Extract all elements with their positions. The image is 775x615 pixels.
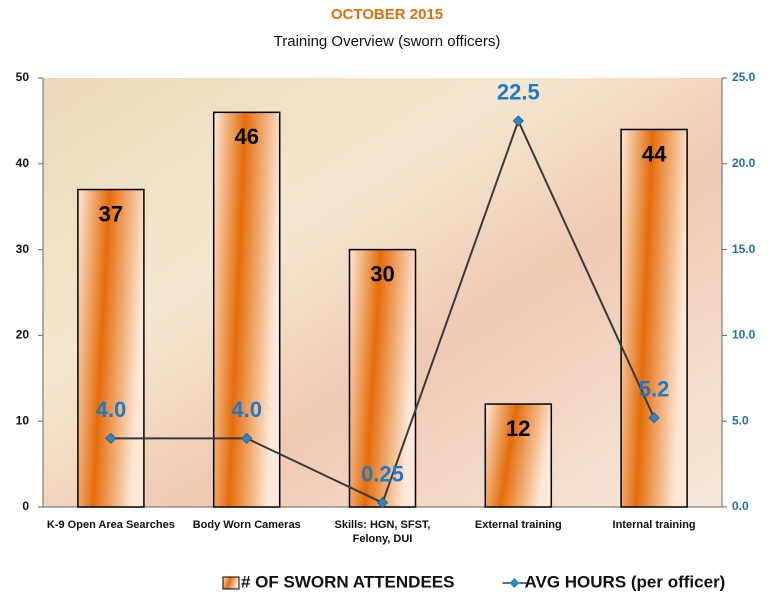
y2-tick-label: 20.0 xyxy=(732,156,756,170)
y-tick-label: 40 xyxy=(16,156,30,170)
x-tick-label: Body Worn Cameras xyxy=(182,518,312,532)
line-value-label: 22.5 xyxy=(497,80,540,105)
bar xyxy=(78,190,144,507)
bar xyxy=(621,129,687,507)
x-tick-label: K-9 Open Area Searches xyxy=(46,518,176,532)
x-tick-label: Internal training xyxy=(589,518,719,532)
legend-swatch xyxy=(223,577,239,589)
bar xyxy=(214,112,280,507)
page: OCTOBER 2015 Training Overview (sworn of… xyxy=(0,0,775,615)
chart-subtitle: Training Overview (sworn officers) xyxy=(274,33,501,50)
y2-tick-label: 5.0 xyxy=(732,413,749,427)
bar-value-label: 46 xyxy=(234,124,258,149)
x-tick-label: Skills: HGN, SFST, Felony, DUI xyxy=(318,518,448,546)
y2-tick-label: 25.0 xyxy=(732,70,756,84)
x-tick-label: External training xyxy=(453,518,583,532)
bar-value-label: 37 xyxy=(99,201,123,226)
chart-title: OCTOBER 2015 xyxy=(331,6,443,23)
legend-marker xyxy=(509,578,519,588)
bar-value-label: 30 xyxy=(370,261,394,286)
line-value-label: 0.25 xyxy=(361,462,404,487)
y2-tick-label: 0.0 xyxy=(732,499,749,513)
y2-tick-label: 15.0 xyxy=(732,242,756,256)
legend-label: AVG HOURS (per officer) xyxy=(524,572,725,591)
y-tick-label: 10 xyxy=(16,413,30,427)
y-tick-label: 30 xyxy=(16,242,30,256)
y-tick-label: 20 xyxy=(16,328,30,342)
line-value-label: 4.0 xyxy=(96,397,127,422)
y2-tick-label: 10.0 xyxy=(732,328,756,342)
line-value-label: 5.2 xyxy=(639,377,670,402)
y-tick-label: 0 xyxy=(22,499,29,513)
bar-value-label: 12 xyxy=(506,416,530,441)
line-value-label: 4.0 xyxy=(231,397,262,422)
y-tick-label: 50 xyxy=(16,70,30,84)
legend-label: # OF SWORN ATTENDEES xyxy=(241,572,454,591)
bar-value-label: 44 xyxy=(642,141,667,166)
